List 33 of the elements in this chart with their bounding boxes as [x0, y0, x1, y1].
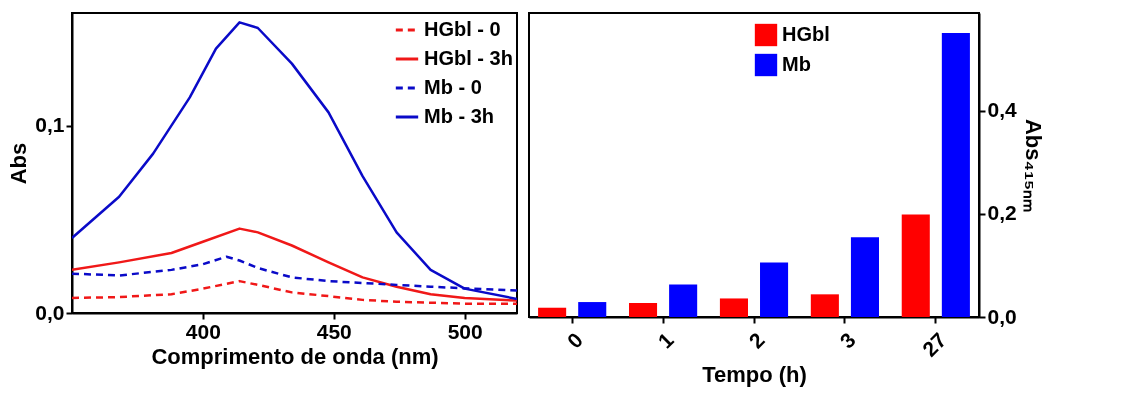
- bar: [810, 294, 839, 317]
- bar: [901, 214, 930, 317]
- bar: [850, 237, 879, 317]
- legend-label: HGbl - 0: [424, 18, 501, 40]
- x-tick-label: 450: [316, 319, 352, 343]
- x-tick-label: 0: [562, 328, 588, 353]
- x-tick-label: 1: [653, 327, 679, 353]
- bar: [760, 262, 789, 317]
- x-tick-label: 400: [185, 319, 221, 343]
- bar: [629, 303, 658, 317]
- x-tick-label: 2: [744, 328, 769, 353]
- y2-tick-label: 0,4: [987, 98, 1018, 122]
- x-tick-label: 3: [835, 328, 860, 353]
- legend-label: Mb - 0: [424, 76, 482, 98]
- legend-label: Mb: [782, 53, 811, 75]
- y-tick-label: 0,1: [35, 113, 65, 136]
- x-axis-title: Comprimento de onda (nm): [151, 343, 439, 369]
- y2-tick-label: 0,2: [987, 201, 1017, 225]
- legend-label: HGbl - 3h: [424, 47, 513, 69]
- bar: [538, 307, 567, 317]
- line-series: [72, 21, 517, 301]
- bar: [719, 298, 748, 317]
- bar: [941, 33, 970, 317]
- y2-axis-title: Abs₄₁₅ₙₘ: [1020, 118, 1046, 213]
- y-axis-title: Abs: [6, 142, 32, 185]
- x-axis-title: Tempo (h): [702, 361, 807, 387]
- x-tick-label: 27: [917, 328, 951, 361]
- x-tick-label: 500: [447, 319, 483, 343]
- legend-label: HGbl: [782, 23, 830, 45]
- legend-label: Mb - 3h: [424, 105, 494, 127]
- bar: [669, 284, 698, 317]
- bar: [578, 302, 607, 317]
- y2-tick-label: 0,0: [987, 304, 1017, 328]
